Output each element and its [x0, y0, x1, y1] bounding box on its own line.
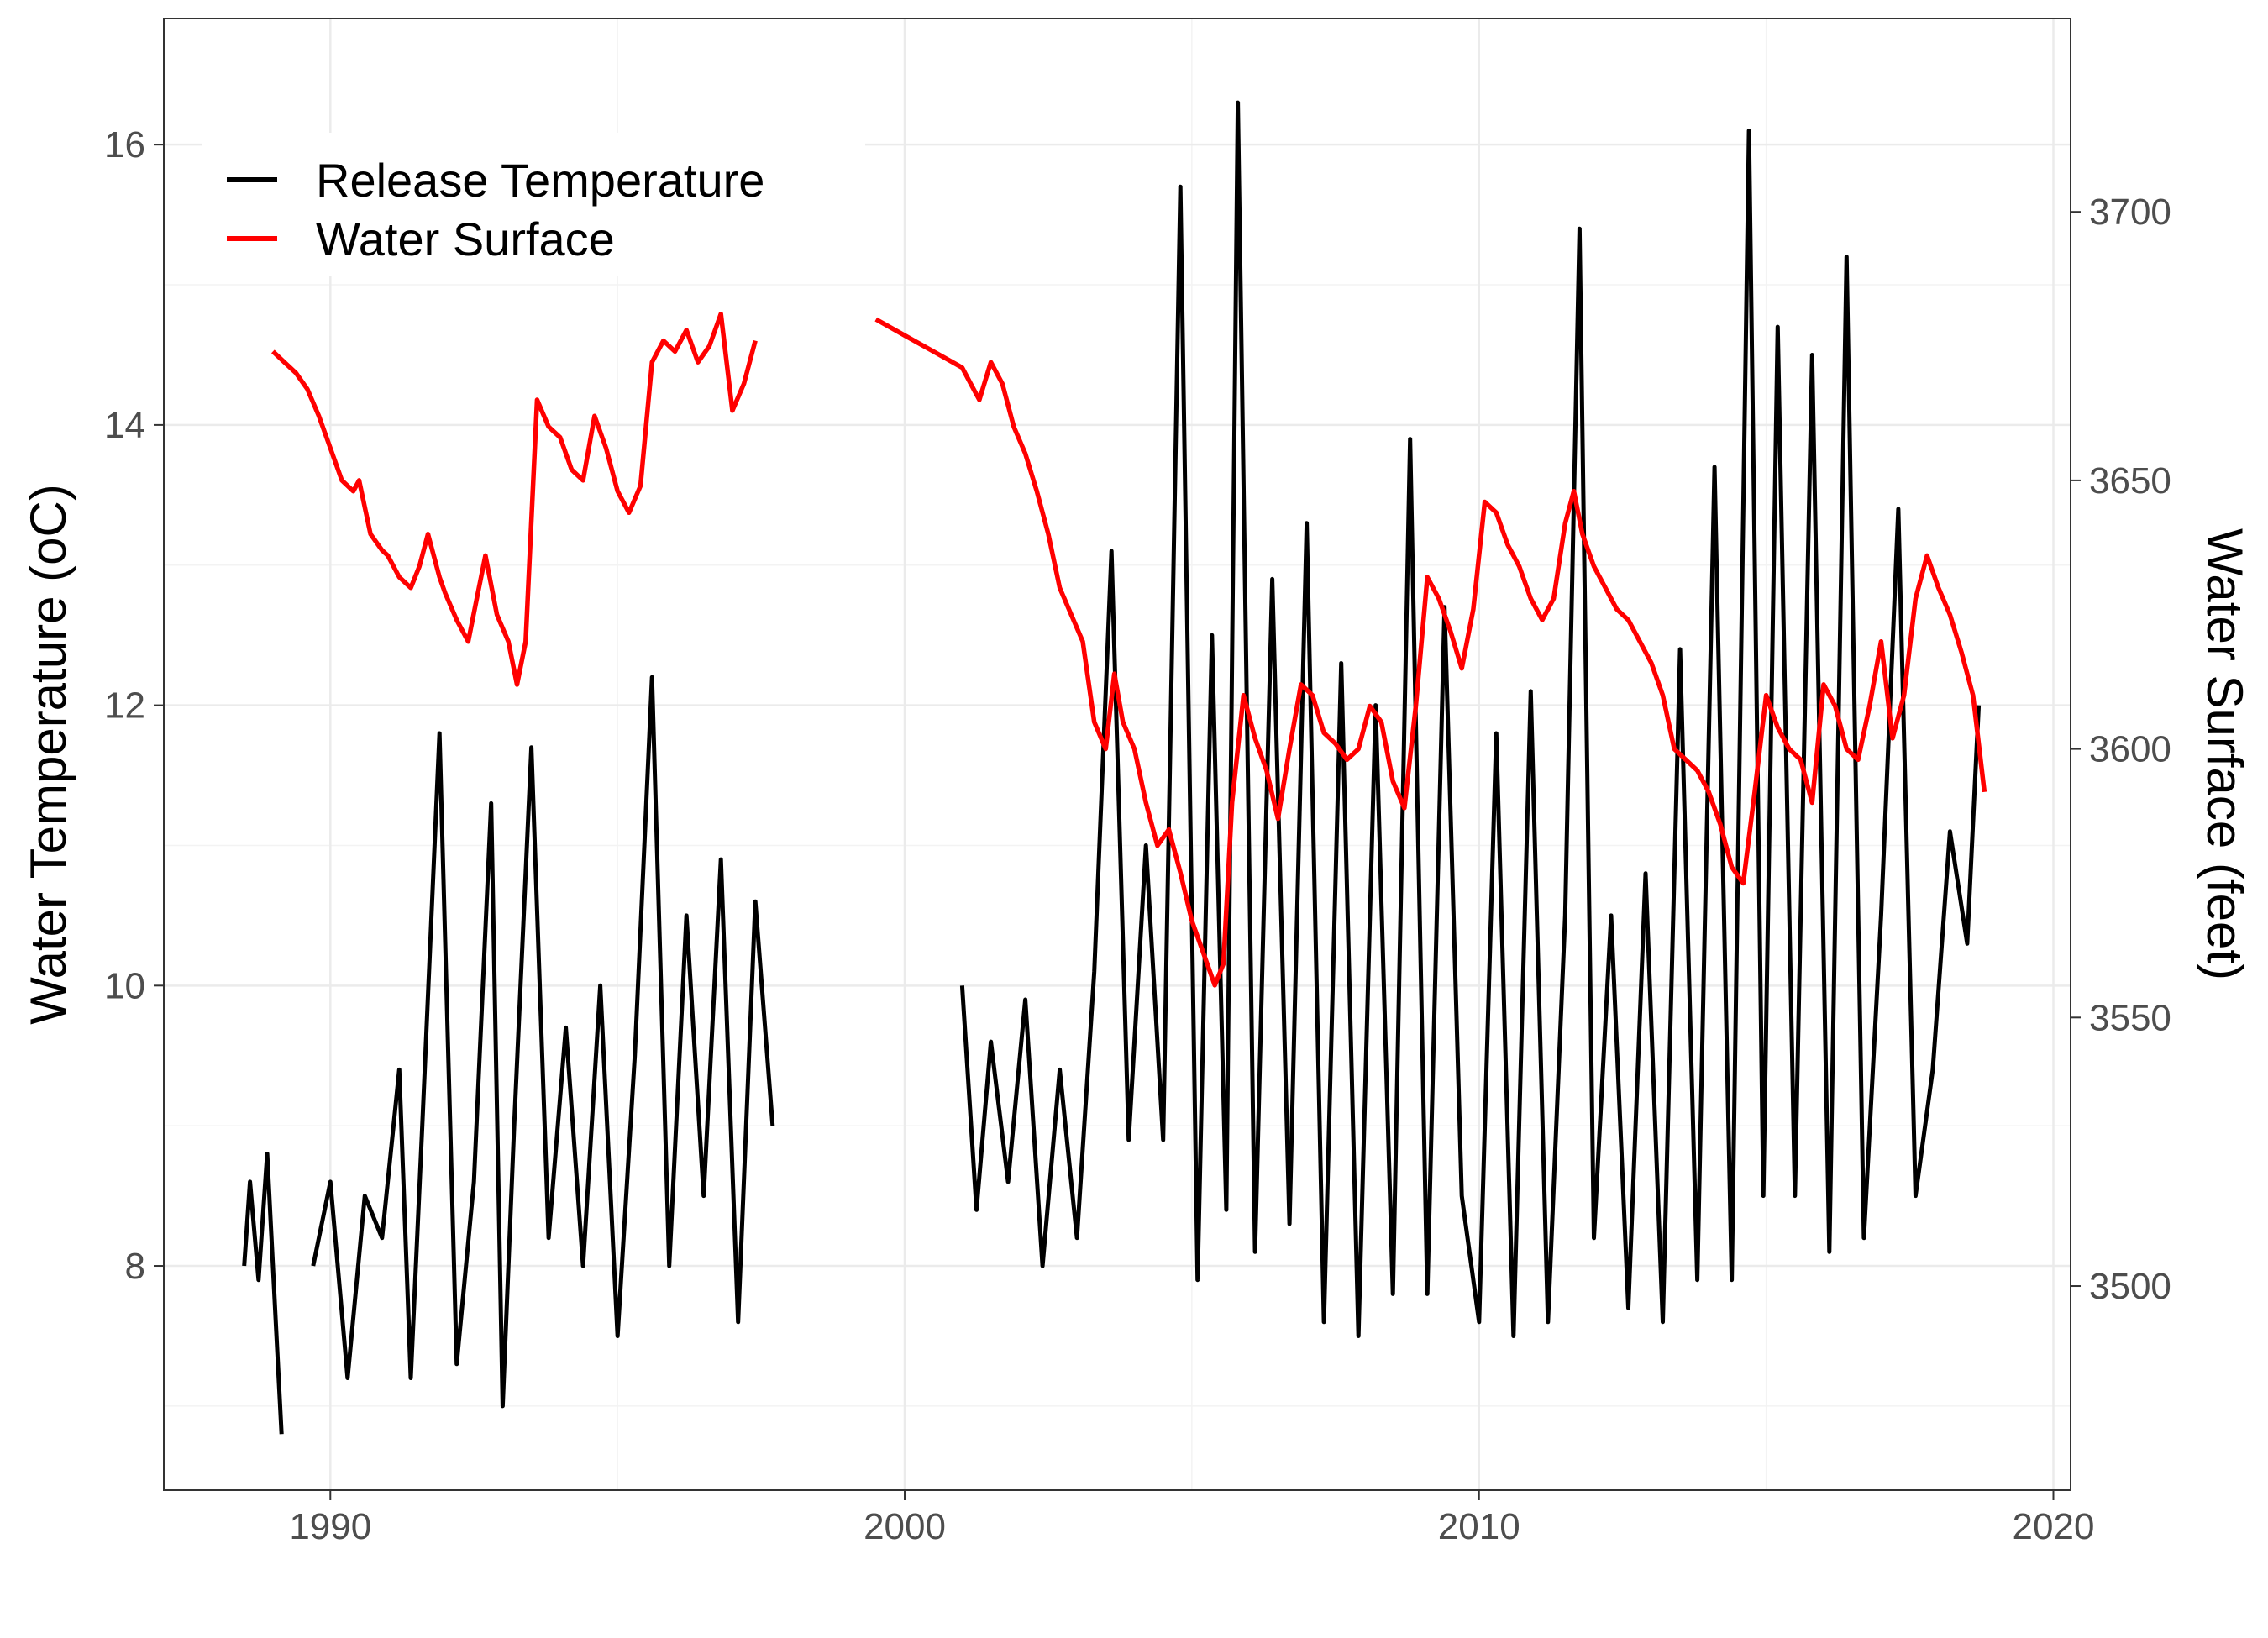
plot-border [163, 18, 2071, 1491]
legend-label-release-temperature: Release Temperature [316, 154, 764, 207]
series-line-release-temperature [959, 100, 1982, 1338]
y-tick-label: 16 [104, 124, 145, 165]
series-layer [242, 100, 1987, 1435]
y-tick-label: 10 [104, 965, 145, 1006]
axis-layer: 1990 2000 2010 2020 8 10 12 14 16 3500 3550 3600 365… [104, 124, 2171, 1547]
y2-tick-label: 3700 [2089, 192, 2171, 233]
y2-tick-label: 3500 [2089, 1266, 2171, 1307]
y2-tick-label: 3600 [2089, 729, 2171, 770]
legend-label-water-surface: Water Surface [316, 213, 615, 265]
legend-background [202, 133, 865, 276]
y2-axis-title: Water Surface (feet) [2197, 528, 2253, 980]
series-line-release-temperature [311, 675, 775, 1409]
x-tick-label: 2010 [1438, 1506, 1520, 1547]
y-tick-label: 14 [104, 405, 145, 446]
x-tick-label: 1990 [289, 1506, 371, 1547]
y-tick-label: 8 [125, 1246, 145, 1287]
y2-tick-label: 3550 [2089, 997, 2171, 1038]
y-tick-label: 12 [104, 685, 145, 727]
y2-tick-label: 3650 [2089, 460, 2171, 501]
legend: Release Temperature Water Surface [202, 133, 865, 276]
series-line-water-surface [874, 317, 1987, 988]
y-axis-title: Water Temperature (oC) [20, 484, 76, 1025]
series-line-water-surface [271, 311, 758, 687]
x-tick-label: 2000 [864, 1506, 946, 1547]
series-line-release-temperature [242, 1152, 284, 1435]
x-tick-label: 2020 [2013, 1506, 2095, 1547]
